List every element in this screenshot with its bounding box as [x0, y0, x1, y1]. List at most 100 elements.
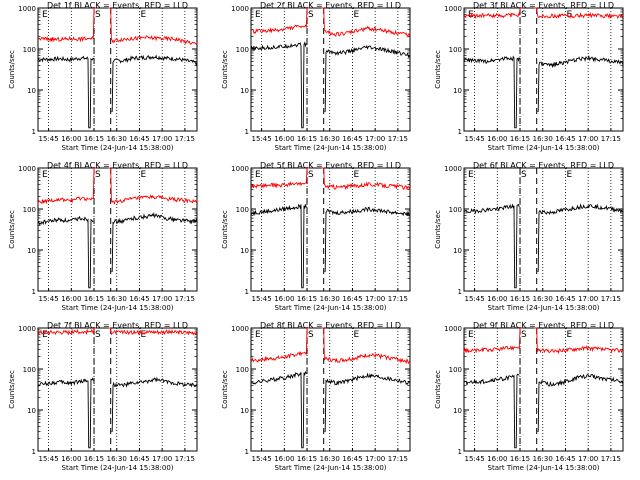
x-axis-label: Start Time (24-Jun-14 15:38:00) — [488, 144, 600, 152]
x-tick-label: 17:00 — [578, 135, 598, 143]
chart-title: Det 7f BLACK = Events, RED = LLD — [47, 321, 188, 330]
x-tick-label: 17:00 — [365, 135, 385, 143]
event-marker-e: E — [353, 330, 359, 340]
y-tick-label: 1000 — [444, 325, 462, 333]
y-axis-label: Counts/sec — [434, 210, 442, 249]
y-axis-label: Counts/sec — [434, 50, 442, 89]
y-tick-label: 1 — [32, 288, 36, 296]
y-tick-label: 1 — [32, 128, 36, 136]
plot-frame — [463, 327, 624, 452]
x-tick-label: 17:15 — [388, 295, 408, 303]
y-tick-label: 100 — [236, 206, 249, 214]
series-events — [463, 373, 624, 449]
y-tick-label: 10 — [240, 87, 249, 95]
x-tick-label: 16:45 — [342, 295, 362, 303]
x-axis-label: Start Time (24-Jun-14 15:38:00) — [62, 304, 174, 312]
series-events — [250, 41, 411, 129]
x-tick-label: 16:45 — [555, 295, 575, 303]
event-marker-s: S — [521, 10, 527, 20]
y-tick-label: 10 — [453, 87, 462, 95]
y-tick-label: 1 — [32, 448, 36, 456]
y-tick-label: 1 — [245, 448, 249, 456]
y-axis-label: Counts/sec — [8, 210, 16, 249]
x-tick-label: 15:45 — [465, 455, 485, 463]
x-tick-label: 16:30 — [107, 295, 127, 303]
x-tick-label: 15:45 — [465, 135, 485, 143]
series-events — [250, 370, 411, 449]
y-axis-label: Counts/sec — [8, 50, 16, 89]
series-events — [37, 212, 198, 289]
x-tick-label: 17:00 — [578, 455, 598, 463]
y-tick-label: 1000 — [444, 5, 462, 13]
x-tick-label: 17:15 — [388, 135, 408, 143]
event-marker-s: S — [308, 330, 314, 340]
x-tick-label: 16:15 — [297, 455, 317, 463]
y-tick-label: 10 — [453, 247, 462, 255]
x-tick-label: 17:15 — [601, 455, 621, 463]
chart-title: Det 5f BLACK = Events, RED = LLD — [260, 161, 401, 170]
y-tick-label: 1 — [458, 448, 462, 456]
y-tick-label: 1 — [458, 128, 462, 136]
x-tick-label: 15:45 — [39, 135, 59, 143]
x-tick-label: 16:15 — [297, 295, 317, 303]
event-marker-s: S — [95, 10, 101, 20]
x-tick-label: 15:45 — [252, 295, 272, 303]
x-axis-label: Start Time (24-Jun-14 15:38:00) — [488, 304, 600, 312]
event-marker-e: E — [255, 10, 261, 20]
event-marker-e: E — [566, 330, 572, 340]
series-lld — [37, 327, 198, 336]
x-tick-label: 15:45 — [252, 455, 272, 463]
chart-det-7: Det 7f BLACK = Events, RED = LLD 15:45 16:… — [8, 321, 198, 472]
x-tick-label: 16:00 — [487, 135, 507, 143]
chart-title: Det 6f BLACK = Events, RED = LLD — [473, 161, 614, 170]
y-axis-label: Counts/sec — [434, 370, 442, 409]
x-tick-label: 15:45 — [39, 295, 59, 303]
x-tick-label: 17:15 — [175, 135, 195, 143]
plot-frame — [463, 167, 624, 292]
x-tick-label: 16:30 — [320, 455, 340, 463]
series-lld — [37, 167, 198, 206]
y-tick-label: 100 — [23, 366, 36, 374]
x-tick-label: 15:45 — [39, 455, 59, 463]
x-tick-label: 17:15 — [175, 455, 195, 463]
y-tick-label: 1000 — [18, 165, 36, 173]
x-tick-label: 16:45 — [129, 135, 149, 143]
y-axis-label: Counts/sec — [221, 210, 229, 249]
y-tick-label: 100 — [449, 46, 462, 54]
plot-frame — [250, 327, 411, 452]
y-tick-label: 1000 — [18, 5, 36, 13]
y-tick-label: 1000 — [231, 165, 249, 173]
x-axis-label: Start Time (24-Jun-14 15:38:00) — [62, 464, 174, 472]
x-tick-label: 17:00 — [152, 135, 172, 143]
series-events — [463, 203, 624, 289]
y-tick-label: 100 — [236, 366, 249, 374]
x-tick-label: 16:00 — [61, 295, 81, 303]
plot-frame — [37, 7, 198, 132]
plot-frame — [250, 167, 411, 292]
chart-title: Det 4f BLACK = Events, RED = LLD — [47, 161, 188, 170]
x-tick-label: 16:15 — [84, 135, 104, 143]
series-lld — [250, 167, 411, 191]
x-tick-label: 17:15 — [388, 455, 408, 463]
y-axis-label: Counts/sec — [221, 50, 229, 89]
event-marker-e: E — [42, 330, 48, 340]
event-marker-e: E — [353, 170, 359, 180]
chart-det-9: Det 9f BLACK = Events, RED = LLD 15:45 16:… — [434, 321, 624, 472]
x-tick-label: 16:45 — [555, 455, 575, 463]
event-marker-e: E — [566, 10, 572, 20]
series-lld — [463, 327, 624, 355]
y-axis-label: Counts/sec — [8, 370, 16, 409]
chart-title: Det 9f BLACK = Events, RED = LLD — [473, 321, 614, 330]
x-tick-label: 16:15 — [297, 135, 317, 143]
event-marker-e: E — [468, 330, 474, 340]
y-tick-label: 10 — [27, 87, 36, 95]
y-tick-label: 100 — [23, 46, 36, 54]
x-tick-label: 16:15 — [84, 455, 104, 463]
y-tick-label: 100 — [449, 206, 462, 214]
x-tick-label: 16:45 — [555, 135, 575, 143]
